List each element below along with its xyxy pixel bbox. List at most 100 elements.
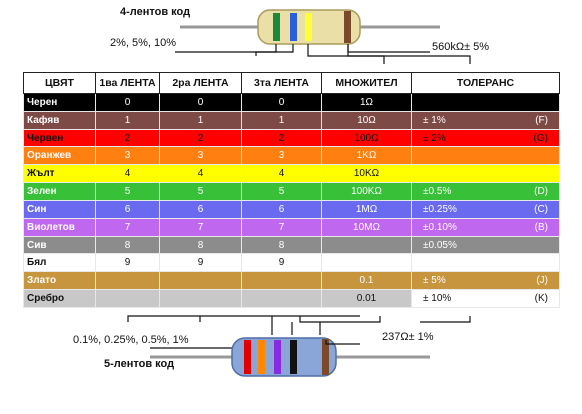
tolerance-cell — [411, 93, 560, 112]
table-row: Оранжев 3 3 3 1KΩ — [23, 146, 560, 166]
bottom-band-2 — [258, 340, 265, 374]
band-1-cell: 4 — [95, 164, 160, 184]
tolerance-value: ±0.10% — [423, 221, 457, 233]
color-name-cell: Сив — [23, 235, 96, 255]
band-3-cell: 0 — [241, 93, 322, 112]
band-3-cell: 6 — [241, 199, 322, 219]
top-band-3 — [305, 13, 312, 41]
table-row: Сребро 0.01 ± 10% (K) — [23, 289, 560, 308]
color-name-cell: Черен — [23, 93, 96, 112]
multiplier-cell: 1KΩ — [321, 146, 412, 166]
header-multiplier: МНОЖИТЕЛ — [321, 72, 412, 94]
tolerance-value: ±0.05% — [423, 239, 457, 251]
band-1-cell: 9 — [95, 253, 160, 273]
tolerance-cell: ± 5% (J) — [411, 271, 560, 291]
band-1-cell: 5 — [95, 182, 160, 201]
band-2-cell: 8 — [159, 235, 242, 255]
multiplier-cell: 100Ω — [321, 128, 412, 148]
multiplier-cell: 0.1 — [321, 271, 412, 291]
tolerance-value: ±0.25% — [423, 203, 457, 215]
table-row: Злато 0.1 ± 5% (J) — [23, 271, 560, 291]
band-2-cell: 1 — [159, 110, 242, 130]
tolerance-code: (K) — [534, 293, 548, 305]
band-3-cell — [241, 289, 322, 308]
band-1-cell: 7 — [95, 217, 160, 237]
tolerance-code: (C) — [534, 203, 548, 215]
tolerance-cell: ± 2% (G) — [411, 128, 560, 148]
color-name-cell: Жълт — [23, 164, 96, 184]
table-header-row: ЦВЯТ 1ва ЛЕНТА 2ра ЛЕНТА 3та ЛЕНТА МНОЖИ… — [23, 72, 560, 94]
band-3-cell: 1 — [241, 110, 322, 130]
tolerance-cell: ± 1% (F) — [411, 110, 560, 130]
color-name-cell: Син — [23, 199, 96, 219]
band-3-cell: 7 — [241, 217, 322, 237]
tolerance-cell: ±0.10% (B) — [411, 217, 560, 237]
band-3-cell: 9 — [241, 253, 322, 273]
top-band-4 — [344, 11, 351, 43]
bottom-resistor-graphic — [127, 315, 471, 377]
header-band-2: 2ра ЛЕНТА — [159, 72, 242, 94]
tolerance-cell: ± 10% (K) — [411, 289, 560, 308]
band-1-cell: 0 — [95, 93, 160, 112]
tolerance-code: (B) — [534, 221, 548, 233]
color-name-cell: Оранжев — [23, 146, 96, 166]
band-2-cell — [159, 271, 242, 291]
table-row: Виолетов 7 7 7 10MΩ ±0.10% (B) — [23, 217, 560, 237]
band-1-cell: 3 — [95, 146, 160, 166]
band-1-cell: 8 — [95, 235, 160, 255]
band-2-cell: 6 — [159, 199, 242, 219]
tolerance-value: ± 1% — [423, 114, 446, 126]
tolerance-cell — [411, 253, 560, 273]
color-name-cell: Сребро — [23, 289, 96, 308]
table-row: Жълт 4 4 4 10KΩ — [23, 164, 560, 184]
header-tolerance: ТОЛЕРАНС — [411, 72, 560, 94]
band-3-cell: 5 — [241, 182, 322, 201]
tolerance-value: ±0.5% — [423, 186, 452, 198]
band-2-cell: 0 — [159, 93, 242, 112]
multiplier-cell — [321, 253, 412, 273]
band-2-cell: 3 — [159, 146, 242, 166]
color-name-cell: Кафяв — [23, 110, 96, 130]
multiplier-cell: 100KΩ — [321, 182, 412, 201]
tolerance-code: (F) — [535, 114, 548, 126]
bottom-band-3 — [274, 340, 281, 374]
tolerance-code: (J) — [536, 275, 548, 287]
top-right-label: 560kΩ± 5% — [432, 41, 490, 53]
band-3-cell: 8 — [241, 235, 322, 255]
color-name-cell: Виолетов — [23, 217, 96, 237]
tolerance-value: ± 5% — [423, 275, 446, 287]
multiplier-cell: 10Ω — [321, 110, 412, 130]
tolerance-cell — [411, 164, 560, 184]
table-row: Зелен 5 5 5 100KΩ ±0.5% (D) — [23, 182, 560, 201]
header-color: ЦВЯТ — [23, 72, 96, 94]
band-3-cell: 4 — [241, 164, 322, 184]
bottom-left-label: 0.1%, 0.25%, 0.5%, 1% — [73, 334, 189, 346]
band-2-cell: 9 — [159, 253, 242, 273]
multiplier-cell: 0.01 — [321, 289, 412, 308]
table-row: Черен 0 0 0 1Ω — [23, 93, 560, 112]
tolerance-value: ± 10% — [423, 293, 452, 305]
band-1-cell: 6 — [95, 199, 160, 219]
color-name-cell: Злато — [23, 271, 96, 291]
color-name-cell: Зелен — [23, 182, 96, 201]
multiplier-cell: 1Ω — [321, 93, 412, 112]
tolerance-cell: ±0.05% — [411, 235, 560, 255]
tolerance-code: (D) — [534, 186, 548, 198]
bottom-band-4 — [290, 340, 297, 374]
top-resistor-graphic — [175, 9, 471, 64]
header-band-3: 3та ЛЕНТА — [241, 72, 322, 94]
band-3-cell: 3 — [241, 146, 322, 166]
multiplier-cell — [321, 235, 412, 255]
top-band-1 — [273, 13, 280, 41]
color-code-table: ЦВЯТ 1ва ЛЕНТА 2ра ЛЕНТА 3та ЛЕНТА МНОЖИ… — [23, 72, 560, 308]
table-row: Сив 8 8 8 ±0.05% — [23, 235, 560, 255]
bottom-band-5 — [322, 339, 329, 375]
table-row: Бял 9 9 9 — [23, 253, 560, 273]
band-2-cell: 5 — [159, 182, 242, 201]
band-3-cell — [241, 271, 322, 291]
band-1-cell: 2 — [95, 128, 160, 148]
bottom-band-1 — [244, 340, 251, 374]
band-3-cell: 2 — [241, 128, 322, 148]
band-2-cell — [159, 289, 242, 308]
band-2-cell: 2 — [159, 128, 242, 148]
